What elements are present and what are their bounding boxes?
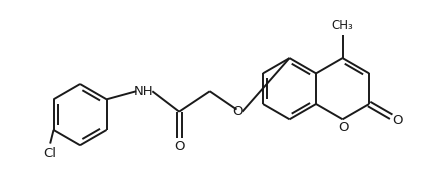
Text: O: O — [392, 114, 403, 127]
Text: NH: NH — [134, 85, 154, 98]
Text: O: O — [232, 105, 243, 118]
Text: CH₃: CH₃ — [332, 19, 354, 32]
Text: O: O — [174, 140, 184, 153]
Text: O: O — [338, 121, 349, 134]
Text: Cl: Cl — [43, 147, 56, 160]
